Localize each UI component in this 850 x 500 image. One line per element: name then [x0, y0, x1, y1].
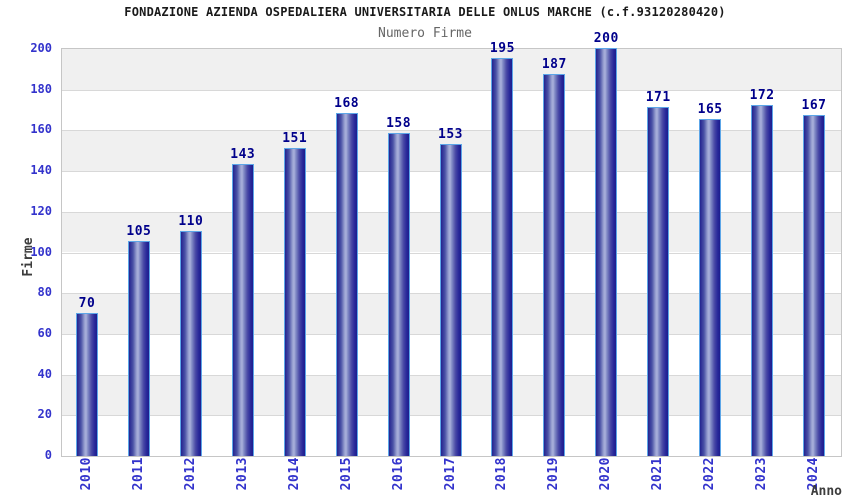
y-tick-label: 40 [37, 366, 52, 381]
bar [387, 133, 410, 456]
y-tick-label: 140 [30, 163, 52, 178]
bar [751, 104, 774, 456]
bar-value-label: 165 [697, 102, 723, 118]
bar [543, 74, 566, 456]
bar [127, 241, 150, 456]
x-tick-label: 2020 [598, 457, 614, 491]
bar-value-label: 105 [126, 224, 152, 240]
x-tick-label: 2018 [494, 457, 510, 491]
y-tick-label: 180 [30, 81, 52, 96]
x-tick-label: 2011 [130, 457, 146, 491]
grid-band [62, 49, 841, 90]
x-tick-label: 2013 [234, 457, 250, 491]
bar [595, 48, 618, 456]
bar-value-label: 171 [645, 90, 671, 105]
x-tick-label: 2015 [338, 457, 354, 491]
bar-value-label: 110 [178, 214, 204, 230]
gridline [62, 90, 841, 91]
bar-value-label: 200 [593, 31, 619, 46]
bar-value-label: 151 [282, 130, 308, 146]
bar [647, 107, 670, 456]
x-tick-label: 2017 [442, 457, 458, 491]
x-tick-label: 2012 [182, 457, 198, 491]
bar [179, 231, 202, 456]
y-tick-label: 0 [44, 448, 52, 462]
y-tick-label: 120 [30, 203, 52, 218]
bar [231, 163, 254, 456]
x-tick-label: 2022 [702, 457, 718, 491]
bar [699, 119, 722, 456]
chart-title: FONDAZIONE AZIENDA OSPEDALIERA UNIVERSIT… [124, 5, 726, 19]
x-tick-label: 2023 [754, 457, 770, 491]
bar-value-label: 167 [801, 98, 827, 114]
y-tick-label: 100 [30, 244, 52, 259]
y-tick-label: 60 [37, 325, 52, 340]
bar [75, 312, 98, 456]
x-axis-title: Anno [810, 484, 842, 499]
x-tick-label: 2021 [650, 457, 666, 491]
x-tick-label: 2019 [546, 457, 562, 491]
bar-value-label: 187 [541, 57, 567, 73]
bar [283, 147, 306, 456]
bar [491, 58, 514, 456]
x-tick-label: 2010 [78, 457, 94, 491]
bar-value-label: 172 [749, 87, 775, 103]
y-tick-label: 200 [30, 41, 52, 55]
bar-value-label: 195 [489, 41, 515, 57]
bar-value-label: 143 [230, 146, 256, 162]
gridline [62, 130, 841, 131]
bar-value-label: 70 [78, 295, 96, 311]
chart-subtitle: Numero Firme [378, 26, 472, 41]
bar [803, 115, 826, 456]
bar-value-label: 168 [334, 96, 360, 112]
bar [335, 113, 358, 456]
y-axis-title: Firme [21, 237, 36, 277]
y-tick-label: 160 [30, 122, 52, 137]
bar-value-label: 158 [386, 116, 412, 132]
y-tick-label: 80 [37, 285, 52, 300]
bar [439, 143, 462, 456]
y-tick-label: 20 [37, 407, 52, 422]
x-tick-label: 2016 [390, 457, 406, 491]
bar-value-label: 153 [438, 126, 463, 142]
x-tick-label: 2014 [286, 457, 302, 491]
